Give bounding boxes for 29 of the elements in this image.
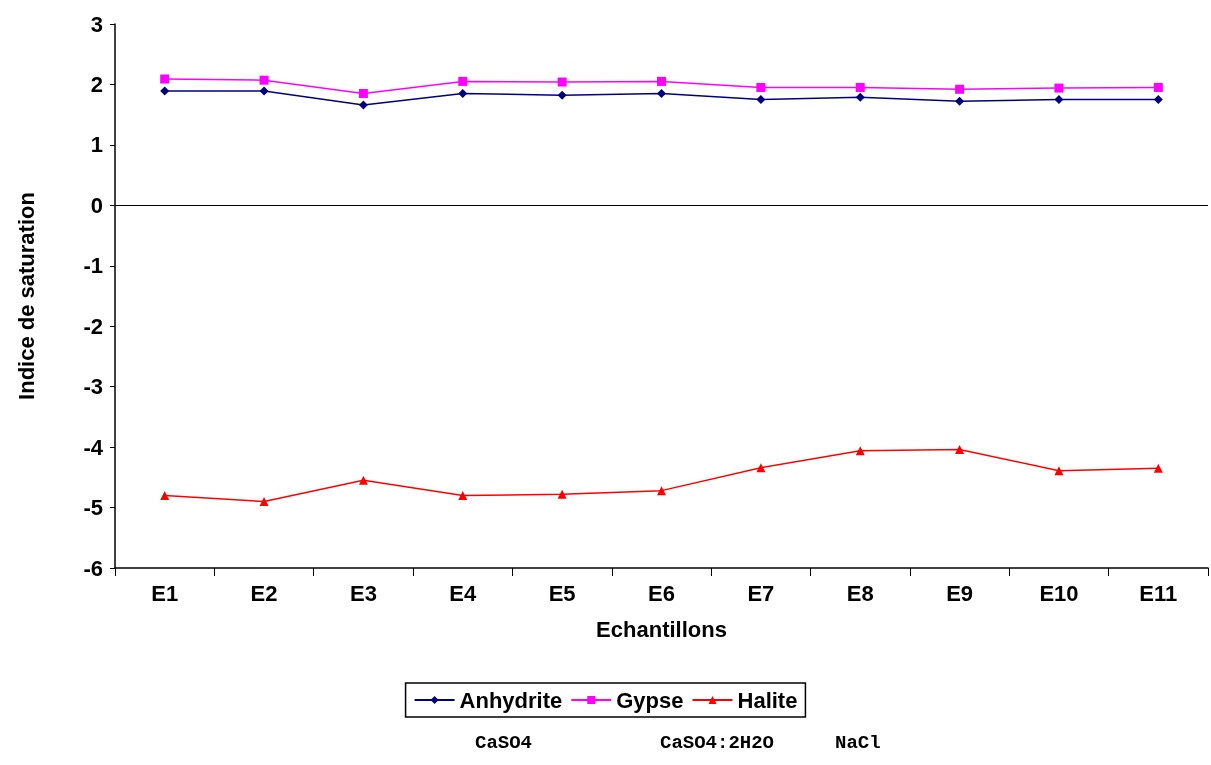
- x-tick-label: E8: [846, 580, 874, 606]
- y-tick-label: 3: [90, 11, 103, 37]
- x-tick-label: E9: [946, 580, 974, 606]
- x-tick-label: E3: [349, 580, 377, 606]
- x-tick-label: E4: [449, 580, 477, 606]
- y-tick-label: -5: [83, 495, 103, 521]
- x-tick-label: E11: [1139, 580, 1178, 606]
- text: CaSO4: [475, 731, 533, 754]
- y-tick-label: -2: [83, 313, 103, 339]
- x-tick-label: E1: [151, 580, 179, 606]
- y-tick-label: -1: [83, 253, 103, 279]
- legend-label: Halite: [737, 687, 798, 713]
- x-tick-label: E5: [548, 580, 576, 606]
- y-tick-label: -3: [83, 374, 103, 400]
- x-tick-label: E6: [648, 580, 675, 606]
- y-tick-label: -4: [83, 434, 104, 460]
- y-tick-label: -6: [83, 555, 103, 581]
- y-tick-label: 1: [90, 132, 103, 158]
- x-tick-label: E2: [250, 580, 278, 606]
- x-tick-label: E10: [1039, 580, 1079, 606]
- legend-label: Gypse: [616, 687, 684, 713]
- text: CaSO4:2H2O: [660, 731, 775, 754]
- y-axis-title: Indice de saturation: [13, 192, 39, 400]
- y-tick-label: 2: [90, 71, 103, 97]
- y-tick-label: 0: [90, 192, 103, 218]
- x-tick-label: E7: [747, 580, 775, 606]
- x-axis-title: Echantillons: [596, 616, 727, 642]
- legend-label: Anhydrite: [459, 687, 563, 713]
- text: NaCl: [835, 731, 881, 754]
